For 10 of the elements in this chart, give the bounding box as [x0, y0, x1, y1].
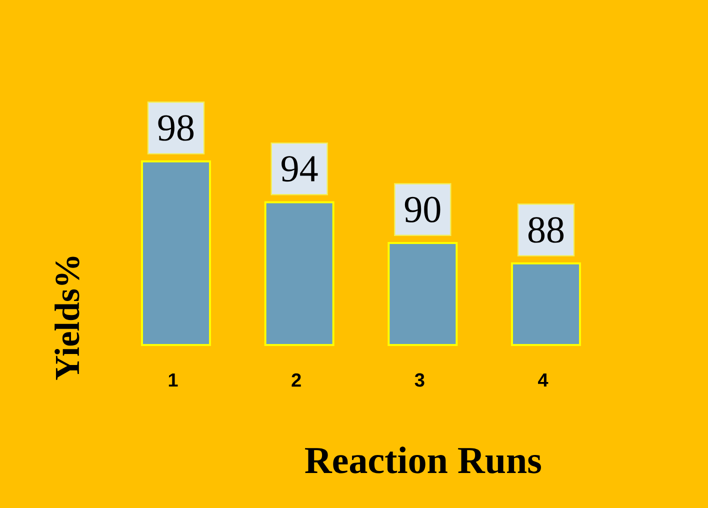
x-axis-title: Reaction Runs [305, 446, 541, 474]
data-label: 98 [158, 115, 194, 141]
data-label: 94 [282, 156, 318, 182]
y-axis-title: Yields% [54, 256, 80, 380]
data-label: 88 [528, 217, 564, 243]
x-tick-label: 1 [168, 373, 178, 387]
x-tick-label: 2 [292, 373, 301, 387]
data-label: 90 [404, 196, 440, 222]
x-tick-label: 3 [414, 373, 424, 387]
x-tick-label: 4 [538, 373, 548, 387]
